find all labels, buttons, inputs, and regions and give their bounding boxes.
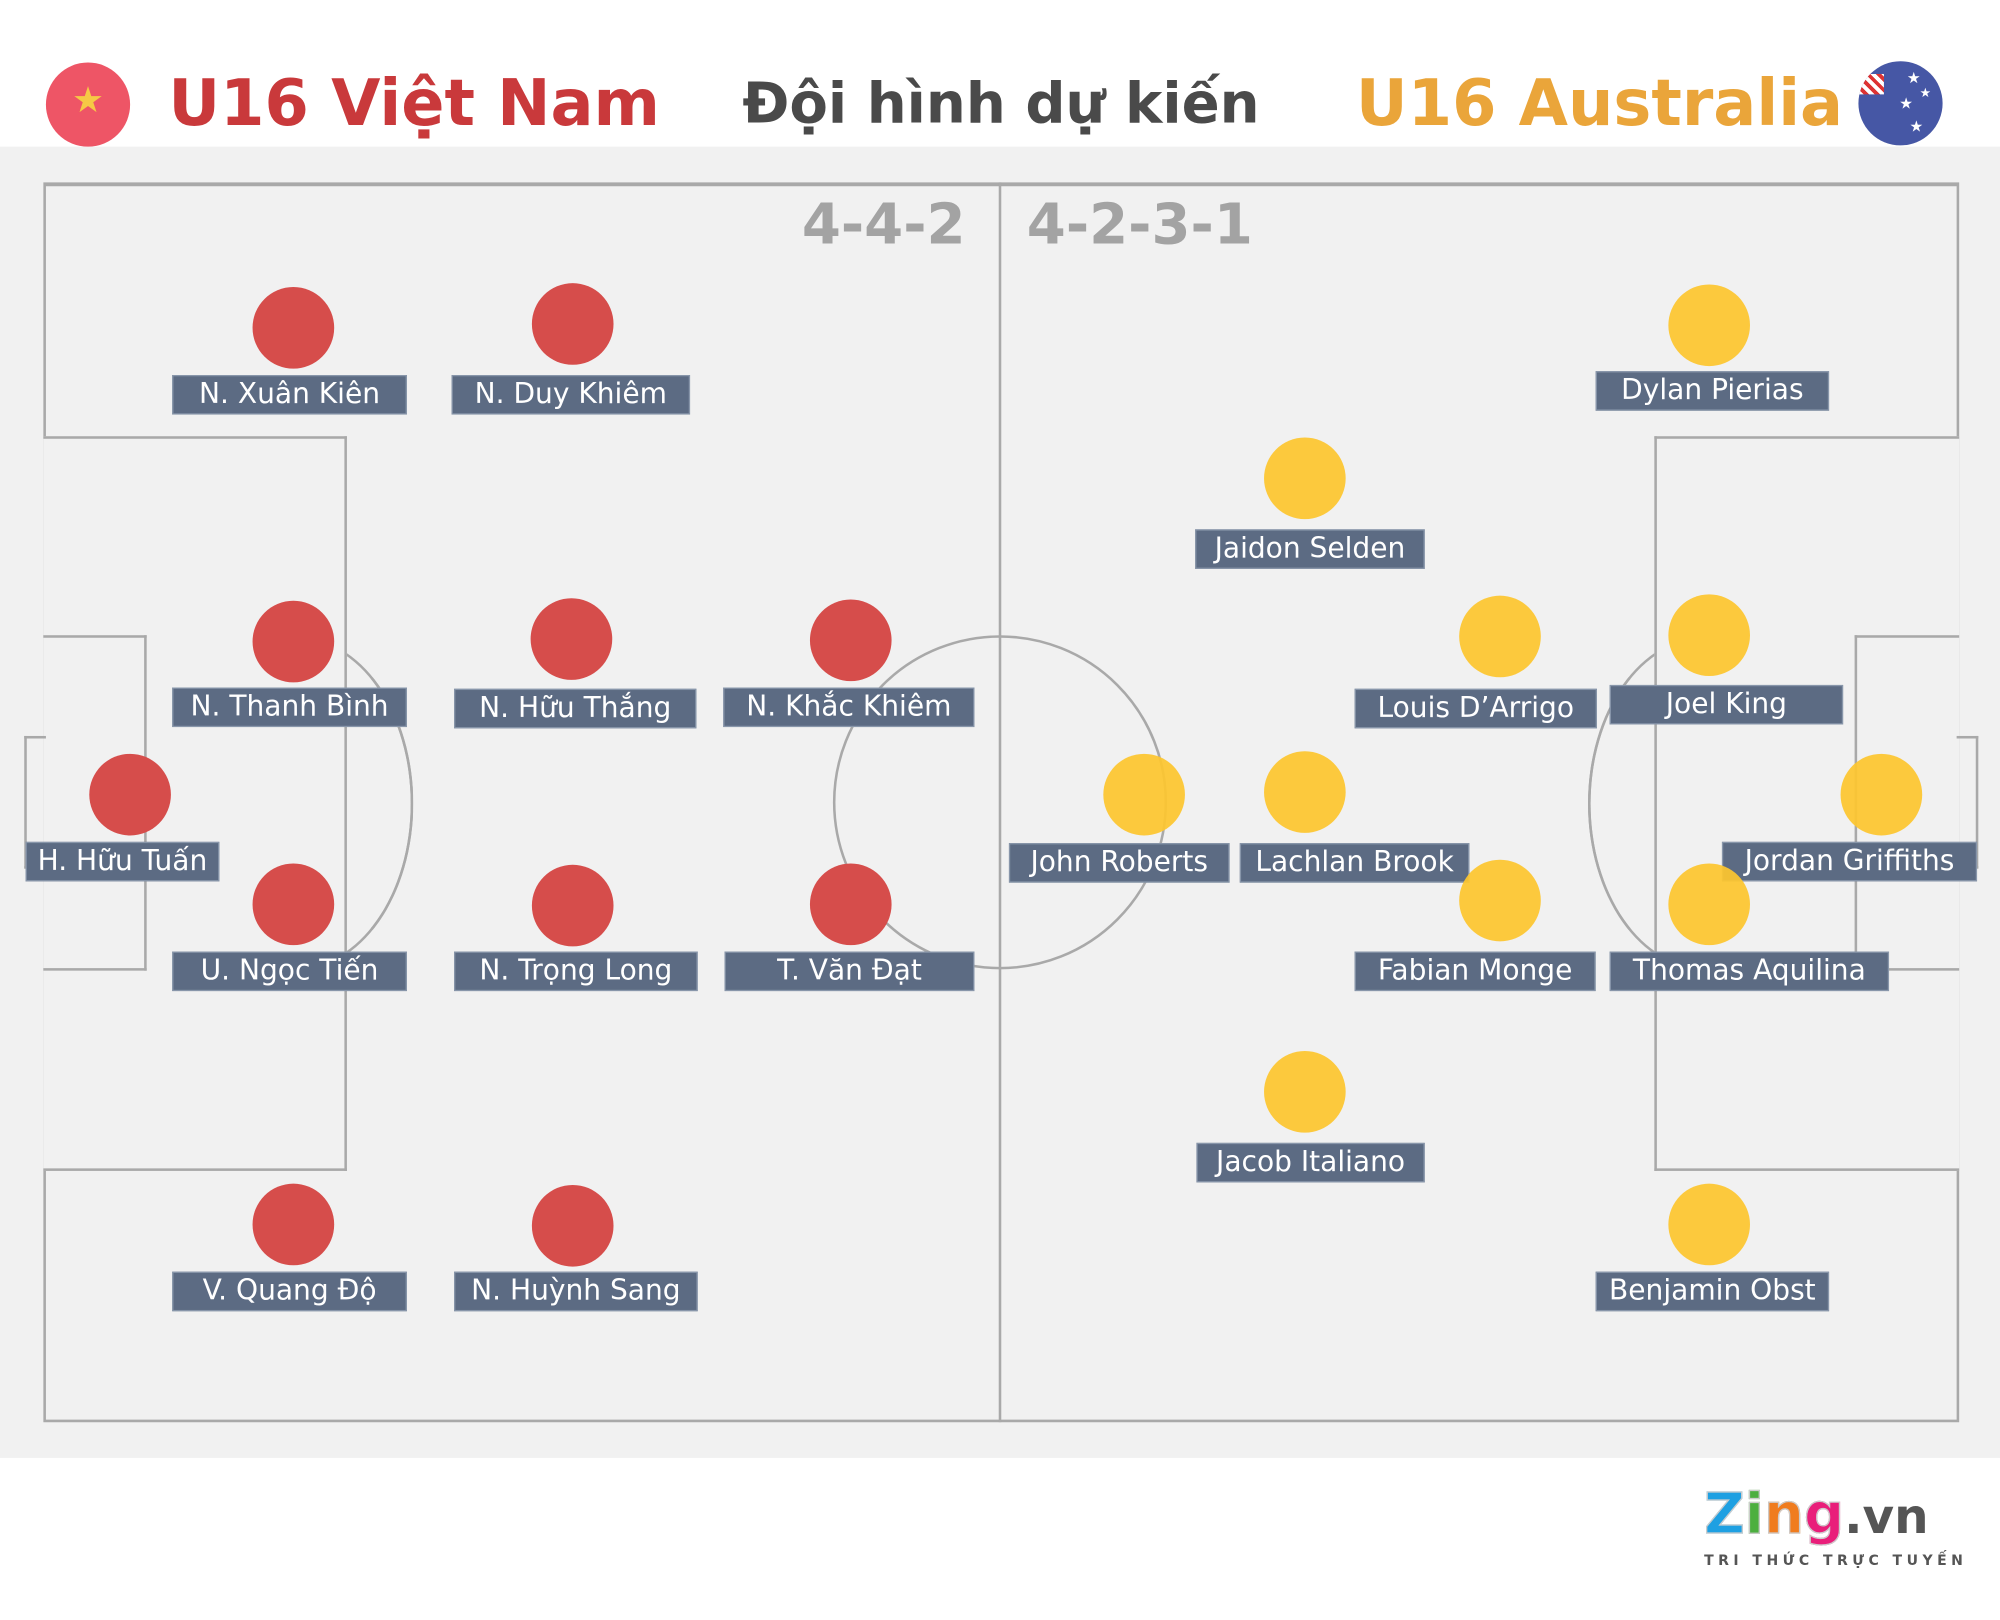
left-penalty-arc-visible (346, 636, 414, 971)
away-team-title: U16 Australia (1355, 66, 1844, 141)
away-player-marker (1840, 753, 1923, 836)
player-label: T. Văn Đạt (724, 951, 975, 992)
player-label: Louis D’Arrigo (1354, 688, 1597, 729)
page-title: Đội hình dự kiến (742, 71, 1260, 137)
right-penalty-arc-visible (1588, 636, 1656, 971)
home-player-marker (809, 863, 892, 946)
home-team-title: U16 Việt Nam (168, 66, 661, 141)
player-label: N. Duy Khiêm (451, 374, 691, 415)
player-label: Thomas Aquilina (1609, 951, 1890, 992)
player-label: N. Thanh Bình (172, 687, 407, 728)
player-label: N. Xuân Kiên (172, 374, 407, 415)
logo-brand: Zing (1703, 1482, 1845, 1548)
player-label: Jacob Italiano (1196, 1142, 1425, 1183)
home-player-marker (89, 753, 171, 836)
player-label: N. Huỳnh Sang (454, 1271, 698, 1312)
away-player-marker (1668, 594, 1750, 677)
vietnam-flag-icon: ★ (45, 62, 131, 147)
home-player-marker (252, 1183, 335, 1266)
logo-tagline: TRI THỨC TRỰC TUYẾN (1704, 1552, 1968, 1569)
player-label: Dylan Pierias (1595, 371, 1830, 411)
away-player-marker (1668, 863, 1750, 946)
player-label: Lachlan Brook (1239, 843, 1470, 883)
home-player-marker (531, 864, 614, 947)
player-label: Jaidon Selden (1195, 529, 1425, 569)
player-label: H. Hữu Tuấn (25, 841, 220, 882)
player-label: John Roberts (1008, 843, 1230, 883)
player-label: Benjamin Obst (1595, 1271, 1830, 1312)
home-player-marker (252, 863, 335, 946)
away-player-marker (1264, 437, 1346, 520)
home-player-marker (530, 598, 613, 680)
player-label: N. Khắc Khiêm (723, 687, 975, 728)
away-player-marker (1459, 595, 1541, 678)
away-player-marker (1668, 1183, 1750, 1266)
away-player-marker (1264, 751, 1346, 833)
logo-suffix: .vn (1844, 1488, 1929, 1545)
australia-flag-icon: ★ ★ ★ ★ (1858, 61, 1943, 146)
away-player-marker (1264, 1051, 1346, 1133)
away-formation: 4-2-3-1 (1026, 192, 1253, 258)
player-label: N. Trọng Long (454, 951, 698, 992)
home-formation: 4-4-2 (801, 192, 966, 258)
player-label: N. Hữu Thắng (454, 688, 697, 729)
home-player-marker (252, 286, 335, 369)
away-player-marker (1668, 284, 1750, 367)
home-player-marker (252, 600, 335, 683)
zing-logo: Zing.vn TRI THỨC TRỰC TUYẾN (1703, 1482, 1968, 1569)
home-player-marker (531, 1184, 614, 1267)
home-player-marker (531, 283, 614, 365)
player-label: Fabian Monge (1354, 951, 1596, 992)
player-label: Joel King (1609, 684, 1844, 725)
away-player-marker (1103, 753, 1185, 836)
home-player-marker (809, 599, 892, 682)
player-label: Jordan Griffiths (1721, 841, 1978, 882)
player-label: V. Quang Độ (172, 1271, 407, 1312)
away-player-marker (1459, 859, 1541, 942)
player-label: U. Ngọc Tiến (172, 951, 407, 992)
